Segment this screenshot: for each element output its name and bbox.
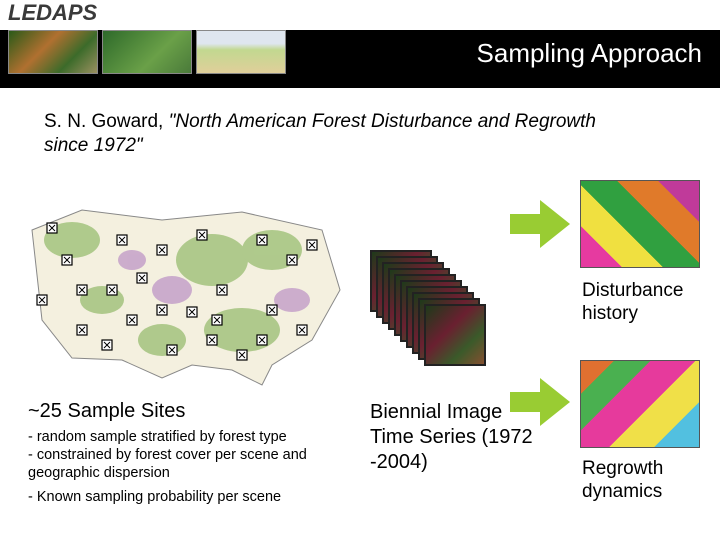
us-map-figure — [12, 190, 352, 390]
sample-sites-heading: ~25 Sample Sites — [28, 400, 185, 423]
thumb-forest — [102, 30, 192, 74]
bullet-1: - random sample stratified by forest typ… — [28, 428, 348, 446]
sample-sites-details: - random sample stratified by forest typ… — [28, 428, 348, 507]
citation: S. N. Goward, "North American Forest Dis… — [44, 110, 644, 158]
header: LEDAPS Sampling Approach — [0, 0, 720, 88]
stack-tile — [424, 304, 486, 366]
bullet-2: - constrained by forest cover per scene … — [28, 446, 348, 482]
thumb-usmap — [196, 30, 286, 74]
logo-text: LEDAPS — [8, 0, 97, 26]
regrowth-dynamics-tile — [580, 360, 700, 448]
thumb-fire — [8, 30, 98, 74]
regrowth-label: Regrowth dynamics — [582, 458, 712, 504]
bullet-3: - Known sampling probability per scene — [28, 488, 348, 506]
disturbance-label: Disturbance history — [582, 280, 712, 326]
header-thumbnails — [8, 30, 286, 74]
citation-author: S. N. Goward, — [44, 111, 169, 132]
disturbance-history-tile — [580, 180, 700, 268]
image-time-series-stack — [370, 250, 490, 370]
arrow-to-disturbance — [510, 200, 570, 248]
biennial-caption: Biennial Image Time Series (1972 -2004) — [370, 400, 540, 475]
slide-title: Sampling Approach — [477, 38, 702, 69]
